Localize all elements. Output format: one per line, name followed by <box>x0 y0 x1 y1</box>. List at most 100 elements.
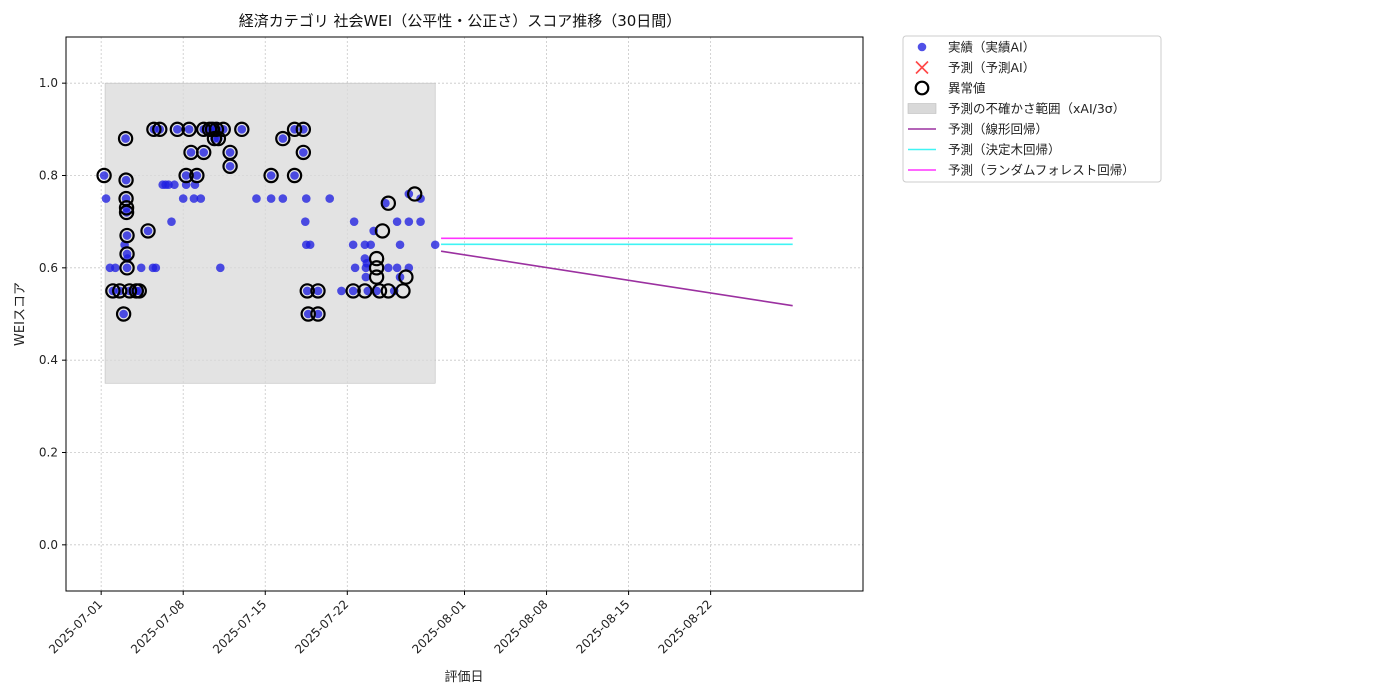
legend-marker-actual <box>917 42 927 52</box>
data-point <box>348 286 358 296</box>
anomaly-marker <box>222 158 238 174</box>
anomaly-marker <box>300 306 316 322</box>
x-tick-label: 2025-08-15 <box>573 597 632 656</box>
data-point <box>301 194 311 203</box>
x-axis-label: 評価日 <box>444 670 483 685</box>
data-point <box>392 217 402 226</box>
legend-marker-band <box>907 103 937 114</box>
x-tick-label: 2025-08-01 <box>409 597 468 656</box>
anomaly-marker <box>96 167 112 184</box>
legend-marker-anomaly <box>914 80 930 96</box>
anomaly-marker <box>345 283 361 299</box>
anomaly-marker <box>115 306 132 322</box>
anomaly-marker <box>189 167 205 184</box>
data-point <box>381 198 390 208</box>
y-tick-label: 1.0 <box>39 76 58 90</box>
anomaly-marker <box>234 121 250 138</box>
anomaly-marker <box>119 260 135 276</box>
data-point <box>384 263 393 273</box>
data-point <box>199 148 209 157</box>
anomaly-marker <box>196 144 212 161</box>
anomaly-marker <box>371 283 388 299</box>
data-point <box>216 263 225 273</box>
data-point <box>300 217 310 226</box>
data-point <box>362 258 372 268</box>
data-point <box>170 180 179 190</box>
chart-title: 経済カテゴリ 社会WEI（公平性・公正さ）スコア推移（30日間） <box>239 12 682 30</box>
anomaly-marker <box>263 167 279 184</box>
legend-label: 異常値 <box>948 81 986 96</box>
anomaly-marker <box>119 227 135 244</box>
x-tick-label: 2025-08-08 <box>491 597 550 656</box>
data-point <box>119 309 128 319</box>
data-point <box>151 263 161 273</box>
data-point <box>181 171 191 180</box>
data-point <box>186 148 196 157</box>
anomaly-marker <box>286 121 303 138</box>
prediction-lines <box>440 237 793 307</box>
data-point <box>167 217 176 226</box>
anomaly-marker <box>181 121 197 138</box>
anomaly-marker <box>118 200 135 216</box>
anomaly-marker <box>131 283 147 299</box>
data-point <box>337 286 346 296</box>
anomaly-marker <box>310 283 326 299</box>
anomaly-marker <box>368 260 385 276</box>
data-point <box>121 175 131 185</box>
data-point <box>313 286 323 296</box>
data-point <box>178 194 188 203</box>
legend-box <box>902 35 1162 183</box>
anomaly-marker <box>286 167 303 184</box>
data-point <box>266 171 276 180</box>
anomaly-marker <box>208 121 225 138</box>
data-point <box>416 217 425 226</box>
anomaly-marker <box>299 283 315 299</box>
data-point <box>237 125 247 134</box>
data-point <box>325 194 335 203</box>
x-tick-label: 2025-07-15 <box>210 597 269 656</box>
data-point <box>299 148 308 157</box>
data-point <box>313 309 323 319</box>
y-axis-ticks: 0.0 0.2 0.4 0.6 0.8 1.0 <box>39 76 66 552</box>
data-point <box>395 240 405 250</box>
anomaly-marker <box>295 144 312 161</box>
x-axis-ticks: 2025-07-01 2025-07-08 2025-07-15 2025-07-22… <box>46 591 715 656</box>
actual-points <box>99 125 440 319</box>
anomaly-marker <box>105 283 121 299</box>
legend-label: 予測（予測AI） <box>948 60 1035 75</box>
anomaly-marker <box>169 121 186 138</box>
x-tick-label: 2025-07-08 <box>128 597 187 656</box>
data-point <box>278 134 288 143</box>
anomaly-marker <box>275 130 291 147</box>
data-point <box>143 226 153 236</box>
data-point <box>392 263 402 273</box>
anomaly-marker <box>178 167 194 184</box>
data-point <box>101 194 111 203</box>
anomaly-marker <box>357 283 373 299</box>
legend-label: 予測（ランダムフォレスト回帰） <box>948 163 1135 178</box>
anomaly-marker <box>121 283 138 299</box>
anomaly-marker <box>368 269 385 285</box>
anomaly-marker <box>380 195 397 211</box>
y-tick-label: 0.4 <box>39 353 58 367</box>
anomaly-marker <box>152 121 168 138</box>
data-point <box>122 263 132 273</box>
data-point <box>348 240 358 250</box>
data-point <box>122 231 132 240</box>
legend-label: 予測の不確かさ範囲（xAI/3σ） <box>948 101 1125 116</box>
data-point <box>196 194 206 203</box>
anomaly-marker <box>215 121 231 138</box>
x-tick-label: 2025-08-22 <box>656 597 715 656</box>
anomaly-rings <box>96 121 423 322</box>
data-point <box>349 217 359 226</box>
anomaly-marker <box>380 283 397 299</box>
data-point <box>184 125 194 134</box>
prediction-line <box>440 250 793 307</box>
data-point <box>366 240 376 250</box>
anomaly-marker <box>112 283 128 299</box>
anomaly-marker <box>374 223 391 239</box>
legend-label: 予測（線形回帰） <box>948 122 1048 137</box>
legend-marker-predicted <box>915 60 929 75</box>
